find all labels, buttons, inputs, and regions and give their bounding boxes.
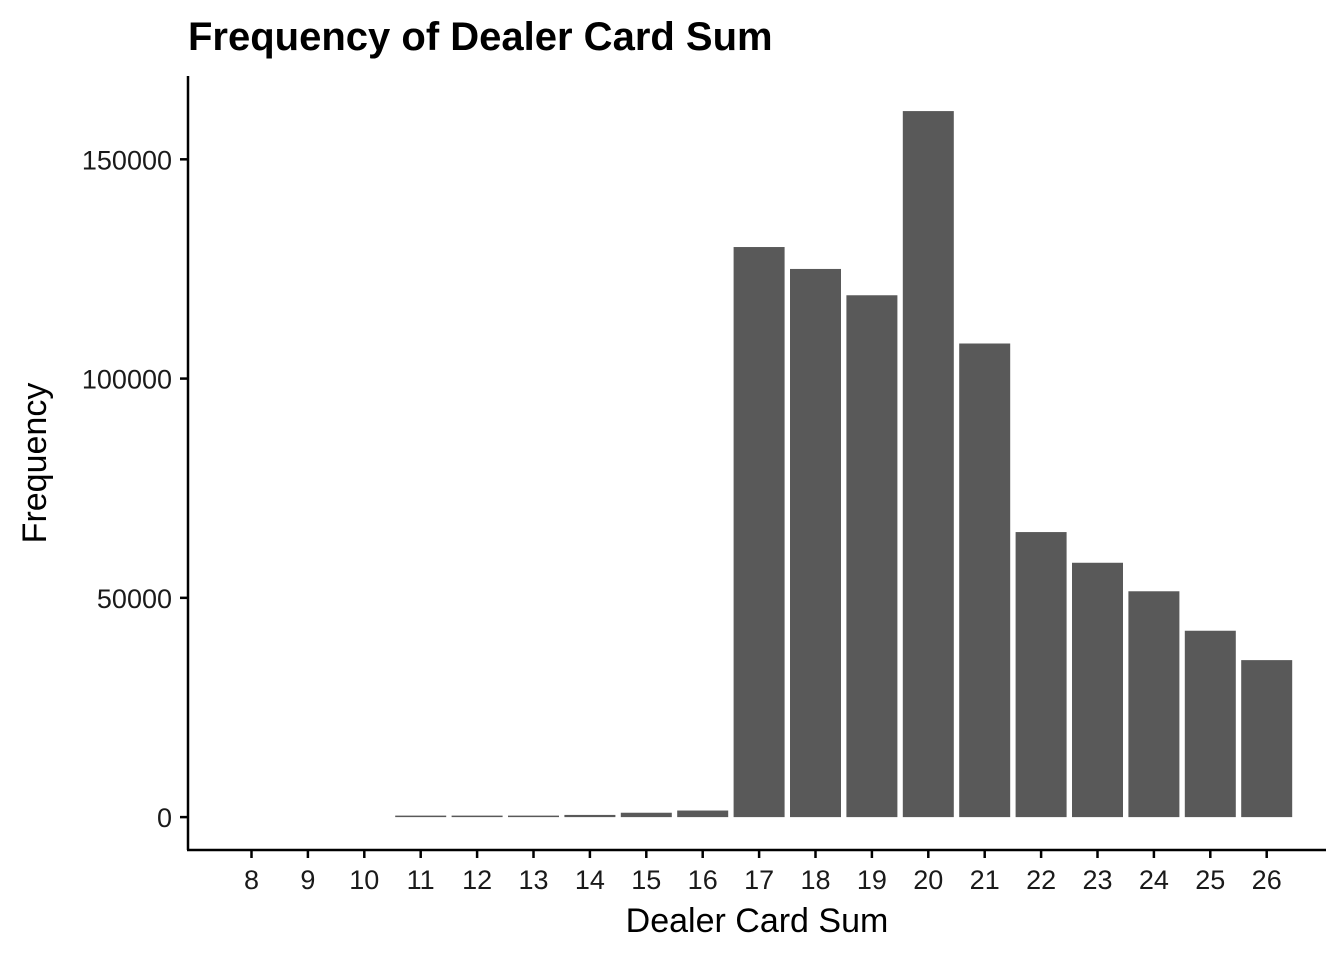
x-tick-label: 18 (800, 865, 830, 895)
x-tick-label: 8 (244, 865, 259, 895)
bar-24 (1128, 591, 1180, 818)
bar-20 (902, 111, 954, 818)
x-axis-title: Dealer Card Sum (626, 902, 889, 940)
bar-14 (564, 814, 616, 818)
x-tick-label: 19 (857, 865, 887, 895)
x-tick-label: 23 (1082, 865, 1112, 895)
bar-23 (1072, 562, 1123, 818)
y-tick-label: 0 (157, 803, 172, 833)
bars (395, 111, 1293, 818)
x-tick-label: 16 (688, 865, 718, 895)
x-tick-label: 10 (349, 865, 379, 895)
y-tick-label: 150000 (82, 145, 172, 175)
bar-12 (451, 815, 503, 818)
y-ticks: 0 50000 100000 150000 (82, 145, 188, 833)
y-axis-title: Frequency (16, 383, 54, 544)
bar-18 (790, 268, 841, 818)
x-tick-label: 25 (1195, 865, 1225, 895)
y-tick-label: 100000 (82, 365, 172, 395)
chart-title: Frequency of Dealer Card Sum (188, 15, 773, 59)
bar-21 (959, 343, 1011, 818)
x-tick-label: 26 (1252, 865, 1282, 895)
x-tick-label: 9 (300, 865, 315, 895)
bar-13 (508, 815, 559, 818)
x-tick-label: 17 (744, 865, 774, 895)
x-tick-label: 20 (913, 865, 943, 895)
x-tick-label: 21 (970, 865, 1000, 895)
x-tick-label: 12 (462, 865, 492, 895)
bar-17 (733, 247, 785, 818)
y-tick-label: 50000 (97, 584, 172, 614)
bar-26 (1241, 660, 1293, 818)
bar-15 (620, 812, 672, 818)
bar-22 (1015, 532, 1067, 818)
x-tick-label: 13 (518, 865, 548, 895)
bar-11 (395, 815, 447, 818)
x-ticks: 8 9 10 11 12 13 14 15 16 17 18 19 20 21 22 23 24 25 26 (244, 850, 1282, 895)
bar-25 (1184, 630, 1236, 818)
x-tick-label: 11 (407, 865, 435, 895)
x-tick-label: 24 (1139, 865, 1169, 895)
x-tick-label: 22 (1026, 865, 1056, 895)
bar-19 (846, 295, 898, 818)
x-tick-label: 14 (575, 865, 605, 895)
x-tick-label: 15 (631, 865, 661, 895)
bar-16 (677, 810, 729, 818)
